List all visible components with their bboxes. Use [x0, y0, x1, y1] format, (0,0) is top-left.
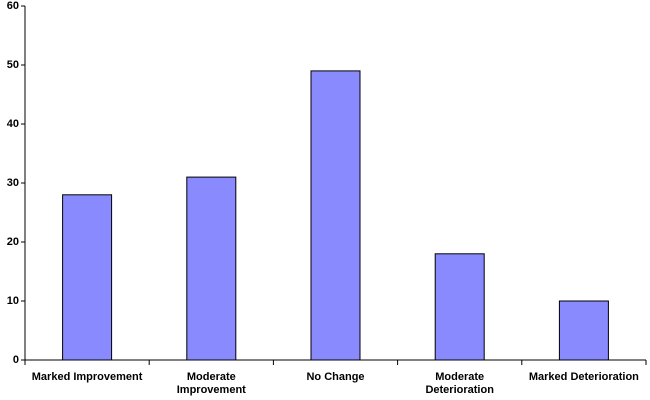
x-tick-label: Marked Deterioration: [528, 371, 639, 383]
x-tick-label: Moderate Improvement: [176, 371, 246, 396]
bar: [434, 253, 485, 361]
bar: [62, 194, 113, 361]
y-tick-label: 30: [7, 177, 19, 189]
y-tick-label: 40: [7, 118, 19, 130]
y-tick-label: 50: [7, 59, 19, 71]
x-tick-label: Marked Improvement: [31, 371, 143, 383]
bar: [310, 70, 361, 361]
y-tick-label: 60: [7, 0, 19, 12]
x-tick-label: Moderate Deterioration: [425, 371, 494, 396]
bar: [558, 300, 609, 361]
y-tick-label: 20: [7, 236, 19, 248]
bar: [186, 176, 237, 361]
y-tick-label: 0: [13, 354, 19, 366]
y-tick-label: 10: [7, 295, 19, 307]
x-tick-label: No Change: [306, 371, 365, 383]
